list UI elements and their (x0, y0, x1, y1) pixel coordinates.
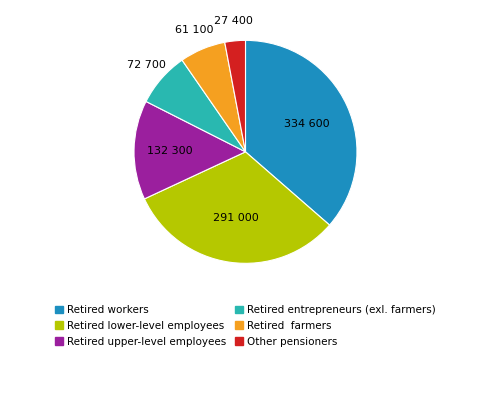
Wedge shape (144, 152, 329, 263)
Legend: Retired workers, Retired lower-level employees, Retired upper-level employees, R: Retired workers, Retired lower-level emp… (52, 302, 439, 350)
Text: 291 000: 291 000 (213, 213, 259, 223)
Wedge shape (182, 42, 246, 152)
Wedge shape (146, 60, 246, 152)
Text: 334 600: 334 600 (284, 119, 329, 129)
Text: 27 400: 27 400 (214, 16, 253, 26)
Wedge shape (246, 40, 357, 225)
Text: 132 300: 132 300 (147, 146, 192, 156)
Wedge shape (134, 102, 246, 199)
Wedge shape (225, 40, 246, 152)
Text: 72 700: 72 700 (127, 60, 166, 70)
Text: 61 100: 61 100 (175, 25, 214, 35)
